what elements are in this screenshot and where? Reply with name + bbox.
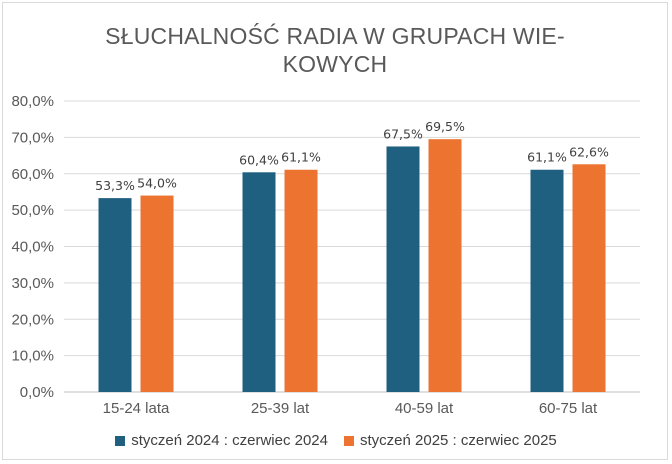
data-label: 61,1% xyxy=(527,150,567,165)
x-tick-label: 15-24 lata xyxy=(103,400,170,417)
data-label: 69,5% xyxy=(425,119,465,134)
y-tick-label: 0,0% xyxy=(20,384,54,401)
bar-series-1 xyxy=(386,146,420,392)
legend-swatch-series-2 xyxy=(344,435,354,446)
x-tick-label: 25-39 lat xyxy=(251,400,310,417)
legend-swatch-series-1 xyxy=(115,435,126,446)
bar-series-1 xyxy=(530,169,564,392)
bar-series-2 xyxy=(284,169,318,392)
y-tick-label: 50,0% xyxy=(11,202,54,219)
y-tick-label: 40,0% xyxy=(11,239,54,256)
bar-series-1 xyxy=(98,198,132,392)
data-label: 53,3% xyxy=(95,178,135,193)
data-label: 60,4% xyxy=(239,152,279,167)
legend-item-series-1: styczeń 2024 : czerwiec 2024 xyxy=(115,432,328,449)
bar-series-2 xyxy=(140,195,174,392)
chart-legend: styczeń 2024 : czerwiec 2024 styczeń 202… xyxy=(0,432,672,449)
x-tick-label: 40-59 lat xyxy=(395,400,454,417)
data-label: 61,1% xyxy=(281,150,321,165)
legend-label-series-2: styczeń 2025 : czerwiec 2025 xyxy=(360,432,557,449)
y-tick-label: 70,0% xyxy=(11,129,54,146)
chart-title: SŁUCHALNOŚĆ RADIA W GRUPACH WIE- KOWYCH xyxy=(90,22,580,78)
y-tick-label: 60,0% xyxy=(11,166,54,183)
y-tick-label: 10,0% xyxy=(11,348,54,365)
data-label: 62,6% xyxy=(569,144,609,159)
y-tick-label: 30,0% xyxy=(11,275,54,292)
bar-series-2 xyxy=(572,164,606,392)
legend-label-series-1: styczeń 2024 : czerwiec 2024 xyxy=(131,432,328,449)
y-tick-label: 80,0% xyxy=(11,93,54,110)
data-label: 67,5% xyxy=(383,126,423,141)
x-tick-label: 60-75 lat xyxy=(539,400,598,417)
chart-title-line-2: KOWYCH xyxy=(282,51,388,77)
chart-title-line-1: SŁUCHALNOŚĆ RADIA W GRUPACH WIE- xyxy=(105,23,565,49)
legend-item-series-2: styczeń 2025 : czerwiec 2025 xyxy=(344,432,557,449)
bar-series-2 xyxy=(428,139,462,392)
data-label: 54,0% xyxy=(137,176,177,191)
bar-series-1 xyxy=(242,172,276,392)
y-tick-label: 20,0% xyxy=(11,311,54,328)
